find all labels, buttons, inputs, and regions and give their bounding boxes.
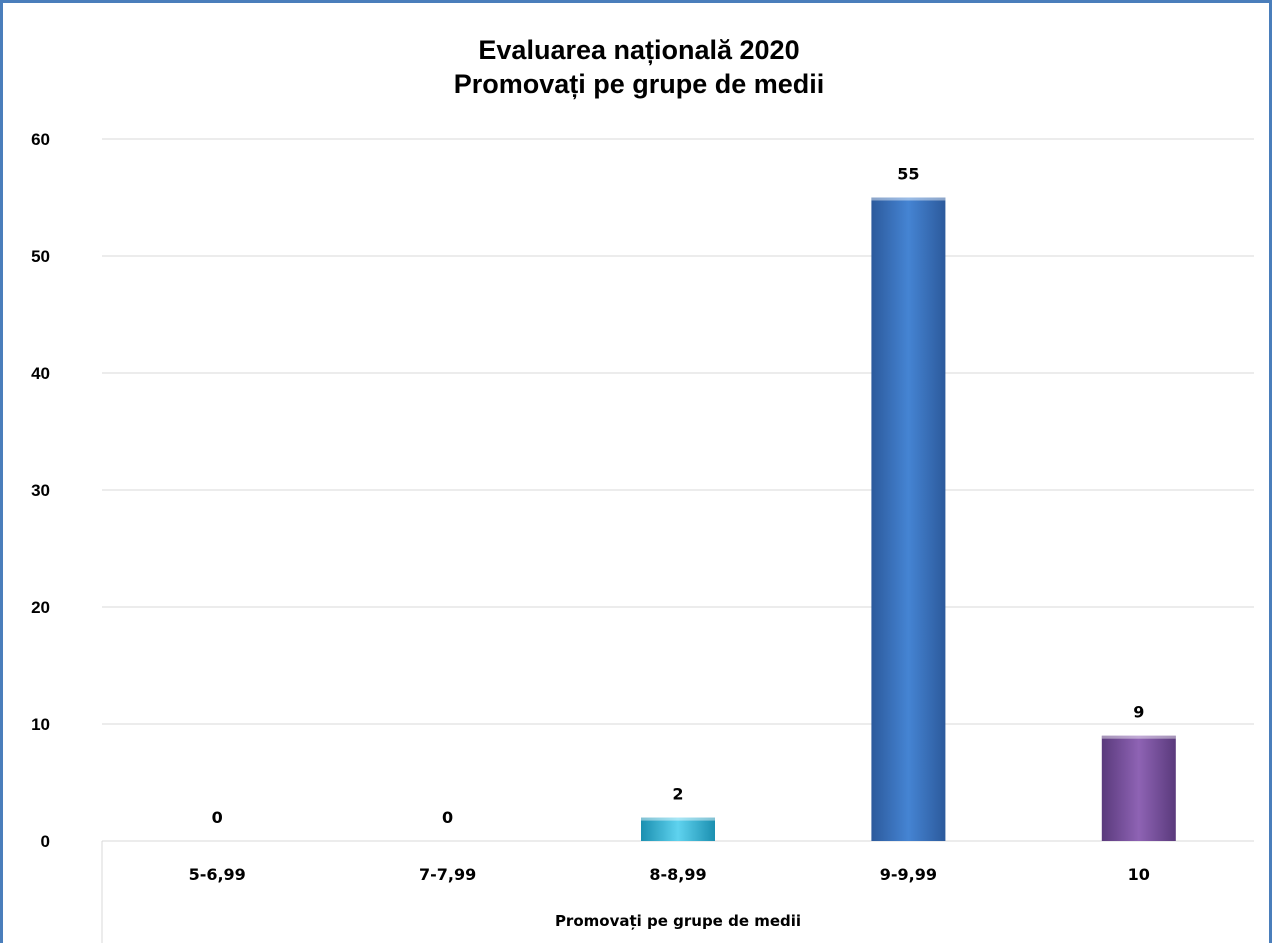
x-tick-label: 8-8,99 bbox=[649, 865, 706, 884]
bar-4 bbox=[1101, 735, 1176, 841]
x-tick-label: 5-6,99 bbox=[189, 865, 246, 884]
data-label: 2 bbox=[672, 785, 683, 804]
chart-title-line-1: Evaluarea națională 2020 bbox=[478, 35, 800, 65]
data-labels: 0 0 2 55 9 bbox=[212, 165, 1145, 828]
x-tick-label: 9-9,99 bbox=[880, 865, 937, 884]
data-label: 9 bbox=[1133, 703, 1144, 722]
data-label: 0 bbox=[442, 808, 453, 827]
x-tick-label: 7-7,99 bbox=[419, 865, 476, 884]
y-axis: 0 10 20 30 40 50 60 bbox=[31, 130, 50, 851]
data-label: 55 bbox=[897, 165, 919, 184]
chart-title: Evaluarea națională 2020 Promovați pe gr… bbox=[3, 33, 1272, 101]
y-tick-label: 20 bbox=[31, 598, 50, 617]
bar-highlight bbox=[641, 817, 715, 821]
gridlines bbox=[101, 138, 1254, 943]
x-axis-title: Promovați pe grupe de medii bbox=[555, 912, 801, 930]
y-tick-label: 0 bbox=[41, 832, 50, 851]
x-tick-label: 10 bbox=[1128, 865, 1150, 884]
bar-2 bbox=[641, 817, 715, 841]
bars bbox=[641, 197, 1176, 841]
bar-3 bbox=[871, 197, 946, 841]
y-tick-label: 60 bbox=[31, 130, 50, 149]
x-axis: 5-6,99 7-7,99 8-8,99 9-9,99 10 bbox=[189, 865, 1150, 884]
bar-highlight bbox=[1101, 735, 1176, 739]
bar-highlight bbox=[871, 197, 946, 201]
data-label: 0 bbox=[212, 808, 223, 827]
chart-title-line-2: Promovați pe grupe de medii bbox=[453, 69, 825, 99]
y-tick-label: 50 bbox=[31, 247, 50, 266]
y-tick-label: 10 bbox=[31, 715, 50, 734]
y-tick-label: 30 bbox=[31, 481, 50, 500]
y-tick-label: 40 bbox=[31, 364, 50, 383]
